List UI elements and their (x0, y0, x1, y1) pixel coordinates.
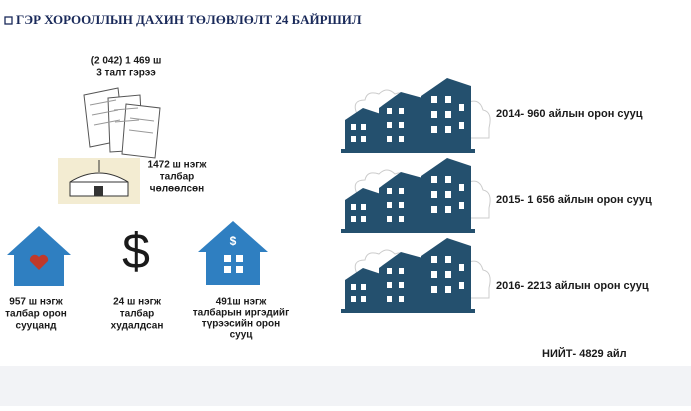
ger-icon (58, 158, 140, 204)
item-text: талбар (120, 308, 155, 320)
dollar-icon: $ (122, 223, 150, 279)
contracts-text: (2 042) 1 469 ш (91, 56, 162, 67)
building-icon (340, 77, 491, 154)
footer-band (0, 366, 691, 406)
svg-text:$: $ (230, 234, 237, 248)
contracts-text: 3 талт гэрээ (96, 68, 156, 79)
year-text: 2014- 960 айлын орон сууц (496, 108, 643, 120)
released-text: талбар (160, 171, 195, 183)
item-text: талбар орон (5, 308, 67, 320)
house-dollar-icon: $ (198, 221, 268, 285)
year-text: 2016- 2213 айлын орон сууц (496, 280, 649, 292)
title: ГЭР ХОРООЛЛЫН ДАХИН ТӨЛӨВЛӨЛТ 24 БАЙРШИЛ (16, 12, 362, 27)
released-text: чөлөөлсөн (150, 184, 204, 195)
building-icon (340, 157, 491, 234)
building-icon (340, 237, 491, 314)
item-text: сууц (230, 330, 254, 341)
year-text: 2015- 1 656 айлын орон сууц (496, 194, 652, 206)
item-text: 957 ш нэгж (9, 297, 63, 308)
released-text: 1472 ш нэгж (148, 160, 208, 171)
documents-icon (83, 87, 161, 159)
item-text: 24 ш нэгж (113, 297, 162, 308)
house-heart-icon (7, 226, 71, 286)
item-text: сууцанд (16, 321, 58, 332)
total-text: НИЙТ- 4829 айл (542, 347, 627, 360)
item-text: 491ш нэгж (216, 297, 268, 308)
item-text: талбарын иргэдийг (193, 307, 290, 319)
item-text: түрээсийн орон (202, 319, 280, 330)
bullet (4, 16, 13, 25)
item-text: худалдсан (111, 321, 164, 332)
